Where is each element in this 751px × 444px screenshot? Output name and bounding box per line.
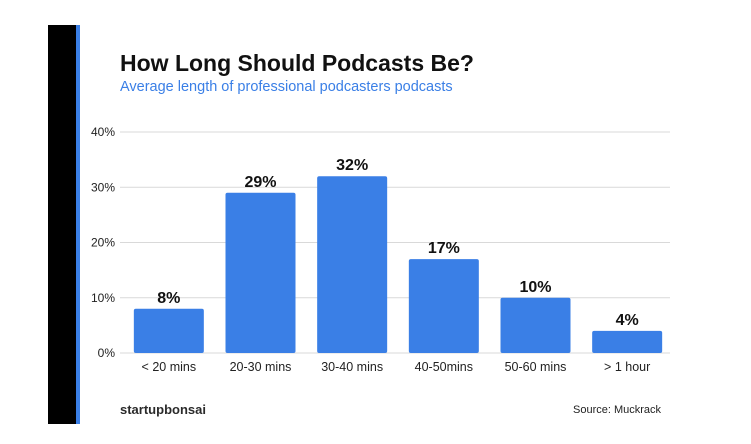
data-label: 32% bbox=[336, 157, 368, 174]
brand-logo: startupbonsai bbox=[120, 402, 206, 417]
data-label: 17% bbox=[428, 240, 460, 257]
left-accent-stripe bbox=[76, 25, 80, 424]
bar-5 bbox=[592, 330, 663, 353]
bar-2 bbox=[317, 176, 388, 353]
x-tick-label: 50-60 mins bbox=[505, 360, 567, 374]
bar-1 bbox=[225, 192, 296, 353]
x-tick-label: < 20 mins bbox=[142, 360, 197, 374]
brand-part-1: startup bbox=[120, 402, 165, 417]
y-tick-label: 30% bbox=[91, 180, 115, 194]
brand-part-2: bonsai bbox=[164, 402, 206, 417]
bar-4 bbox=[500, 297, 571, 353]
y-tick-label: 20% bbox=[91, 236, 115, 250]
data-label: 10% bbox=[519, 279, 551, 296]
data-label: 8% bbox=[157, 290, 180, 307]
x-tick-label: 20-30 mins bbox=[230, 360, 292, 374]
bar-0 bbox=[133, 308, 204, 353]
chart-title: How Long Should Podcasts Be? bbox=[120, 50, 474, 76]
x-tick-label: > 1 hour bbox=[604, 360, 650, 374]
data-label: 29% bbox=[244, 174, 276, 191]
data-label: 4% bbox=[616, 312, 639, 329]
bar-3 bbox=[408, 259, 479, 353]
chart-subtitle: Average length of professional podcaster… bbox=[120, 79, 453, 95]
source-note: Source: Muckrack bbox=[573, 404, 662, 416]
left-black-bar bbox=[48, 25, 76, 424]
x-tick-label: 30-40 mins bbox=[321, 360, 383, 374]
y-tick-label: 0% bbox=[98, 346, 116, 360]
x-tick-label: 40-50mins bbox=[415, 360, 473, 374]
y-tick-label: 10% bbox=[91, 291, 115, 305]
y-tick-label: 40% bbox=[91, 125, 115, 139]
